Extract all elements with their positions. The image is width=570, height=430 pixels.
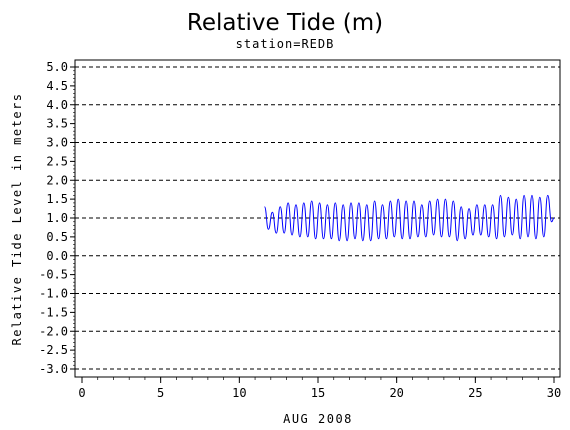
y-axis-label: Relative Tide Level in meters [10,92,24,345]
chart-subtitle: station=REDB [236,37,335,51]
x-tick-label: 15 [311,386,325,400]
x-tick-label: 5 [157,386,164,400]
y-tick-label: -1.5 [39,305,68,319]
plot-frame [74,59,561,378]
y-axis-ticks: 5.0 4.5 4.0 3.5 3.0 2.5 2.0 1.5 1.0 0.5 0.0 -0.5 -1.… [39,60,75,376]
y-tick-label: -2.0 [39,324,68,338]
y-tick-label: 2.5 [46,154,68,168]
y-tick-label: 1.0 [46,211,68,225]
y-tick-label: 4.5 [46,79,68,93]
x-tick-label: 30 [547,386,561,400]
x-tick-label: 10 [232,386,246,400]
y-tick-label: 3.0 [46,136,68,150]
y-tick-label: 0.0 [46,249,68,263]
y-tick-label: 0.5 [46,230,68,244]
y-tick-label: 2.0 [46,173,68,187]
x-tick-label: 25 [468,386,482,400]
y-tick-label: 3.5 [46,117,68,131]
y-gridlines [75,66,560,370]
y-tick-label: -3.0 [39,362,68,376]
x-tick-label: 20 [389,386,403,400]
series-group [264,194,555,242]
y-tick-label: 1.5 [46,192,68,206]
x-tick-label: 0 [78,386,85,400]
x-axis-label: AUG 2008 [283,412,353,426]
y-tick-label: -1.0 [39,287,68,301]
tide-series-line [264,194,555,242]
chart-title: Relative Tide (m) [187,10,383,36]
y-tick-label: 4.0 [46,98,68,112]
y-tick-label: -0.5 [39,268,68,282]
x-axis-ticks: 0 5 10 15 20 25 30 [78,377,561,400]
y-tick-label: 5.0 [46,60,68,74]
y-tick-label: -2.5 [39,343,68,357]
